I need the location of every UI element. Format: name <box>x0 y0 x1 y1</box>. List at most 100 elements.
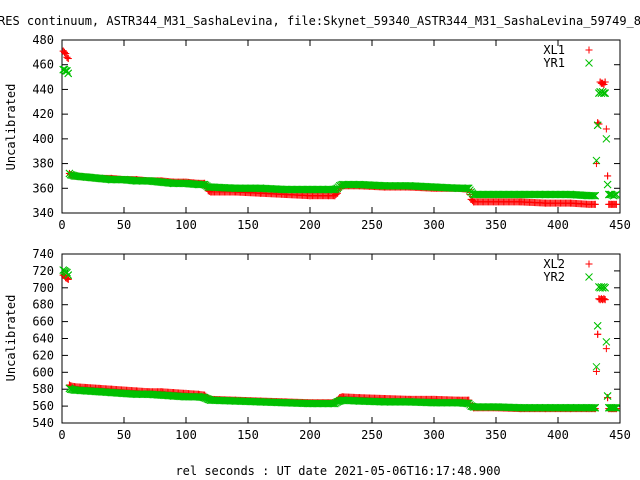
chart-title: RES continuum, ASTR344_M31_SashaLevina, … <box>0 14 640 28</box>
y-tick-label: 740 <box>32 247 54 261</box>
data-point <box>64 55 72 63</box>
x-tick-label: 100 <box>175 218 197 232</box>
data-point <box>306 192 314 200</box>
y-tick-label: 420 <box>32 107 54 121</box>
data-point <box>469 403 478 411</box>
y-tick-label: 560 <box>32 399 54 413</box>
data-point <box>338 396 347 405</box>
data-point <box>194 180 203 189</box>
data-point <box>469 190 478 199</box>
data-point <box>593 121 602 130</box>
data-point <box>333 398 342 406</box>
y-tick-label: 400 <box>32 132 54 146</box>
data-point <box>612 200 620 208</box>
data-point <box>591 403 600 412</box>
data-point <box>95 387 104 396</box>
x-tick-label: 300 <box>423 428 445 442</box>
y-tick-label: 360 <box>32 181 54 195</box>
data-point <box>64 271 73 279</box>
data-point <box>204 395 213 404</box>
data-point <box>603 392 612 400</box>
data-point <box>95 174 104 183</box>
data-point <box>587 191 596 200</box>
data-point <box>132 177 141 185</box>
y-axis-label: Uncalibrated <box>4 295 18 382</box>
y-tick-label: 540 <box>32 416 54 430</box>
data-point <box>601 89 609 97</box>
legend-label: YR1 <box>543 56 565 70</box>
legend-label: XL2 <box>543 257 565 271</box>
data-point <box>63 53 71 61</box>
y-tick-label: 680 <box>32 298 54 312</box>
data-point <box>601 283 609 292</box>
x-tick-label: 150 <box>237 218 259 232</box>
data-point <box>585 403 593 412</box>
data-point <box>602 135 611 143</box>
data-point <box>592 156 601 165</box>
data-point <box>603 180 612 189</box>
data-point <box>600 89 608 97</box>
data-point <box>335 181 344 190</box>
data-point <box>256 398 265 406</box>
data-point <box>132 390 141 399</box>
legend-label: XL1 <box>543 43 565 57</box>
data-point <box>182 179 190 188</box>
x-tick-label: 50 <box>117 428 131 442</box>
data-point <box>194 392 203 401</box>
x-tick-label: 350 <box>485 428 507 442</box>
data-point <box>463 399 472 408</box>
data-point <box>333 189 341 197</box>
legend-marker <box>585 273 593 281</box>
data-point <box>566 190 575 199</box>
x-tick-label: 250 <box>361 218 383 232</box>
data-point <box>600 295 608 303</box>
data-point <box>355 397 364 405</box>
data-point <box>330 185 339 194</box>
data-point <box>64 69 73 78</box>
data-point <box>602 338 611 346</box>
data-point <box>591 200 599 208</box>
data-point <box>70 386 79 394</box>
bottom-panel: 540 560 580 600 620 640 660 680 700 720 740 0 50 100 1… <box>4 247 631 442</box>
data-point <box>62 50 70 58</box>
data-point <box>107 388 116 397</box>
data-point <box>492 190 500 199</box>
x-tick-label: 400 <box>547 428 569 442</box>
data-point <box>120 175 128 184</box>
data-point <box>585 200 593 208</box>
data-point <box>405 181 414 190</box>
legend-marker <box>585 46 593 54</box>
data-point <box>588 403 597 412</box>
data-point <box>466 190 474 198</box>
data-point <box>144 177 153 185</box>
data-point <box>380 181 389 190</box>
data-point <box>492 198 500 206</box>
data-point <box>591 191 600 200</box>
data-point <box>206 183 215 191</box>
data-point <box>517 198 525 206</box>
y-tick-label: 440 <box>32 82 54 96</box>
data-point <box>324 185 333 194</box>
data-point <box>566 199 574 207</box>
data-point <box>405 398 414 406</box>
data-point <box>355 180 364 189</box>
x-tick-label: 450 <box>609 428 631 442</box>
data-point <box>464 184 473 193</box>
legend-marker <box>585 260 593 268</box>
data-point <box>566 403 575 412</box>
y-tick-label: 700 <box>32 281 54 295</box>
data-point <box>542 199 550 207</box>
data-point <box>608 403 617 412</box>
data-point <box>430 183 438 191</box>
top-panel: 340 360 380 400 420 440 460 480 0 50 100 150 200 250 3… <box>4 33 631 232</box>
y-tick-label: 720 <box>32 264 54 278</box>
x-tick-label: 200 <box>299 428 321 442</box>
data-point <box>306 185 314 194</box>
data-point <box>107 175 116 184</box>
data-point <box>206 396 215 405</box>
x-axis-label: rel seconds : UT date 2021-05-06T16:17:4… <box>175 464 500 478</box>
x-tick-label: 100 <box>175 428 197 442</box>
data-point <box>169 179 178 188</box>
y-tick-label: 580 <box>32 382 54 396</box>
data-point <box>609 191 618 200</box>
